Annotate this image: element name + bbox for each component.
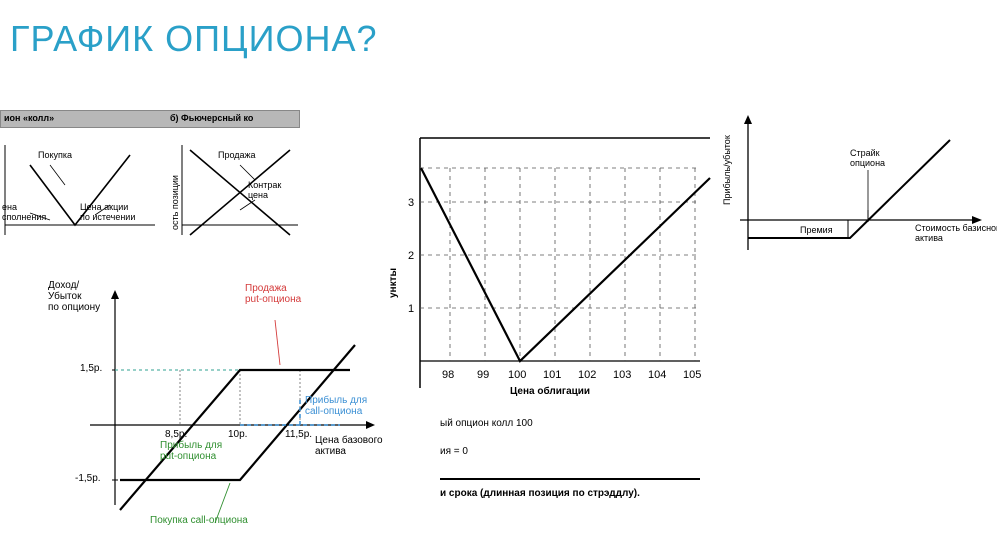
svg-text:99: 99 <box>477 369 489 381</box>
header-right: б) Фьючерсный ко <box>170 113 253 123</box>
panel-d: Прибыль/убыток Стоимость базисного актив… <box>720 110 995 270</box>
header-left: ион «колл» <box>4 113 54 123</box>
svg-text:3: 3 <box>408 197 414 209</box>
panel-c-ylabel: ункты <box>388 268 399 298</box>
svg-text:1: 1 <box>408 303 414 315</box>
page-title: ГРАФИК ОПЦИОНА? <box>10 18 378 60</box>
label-strike1: ена сполнения <box>2 202 46 222</box>
svg-text:104: 104 <box>648 369 666 381</box>
svg-text:98: 98 <box>442 369 454 381</box>
xtick-1: 8,5р. <box>165 429 187 440</box>
xtick-3: 11,5р. <box>285 429 312 440</box>
svg-text:2: 2 <box>408 250 414 262</box>
strike-label: Страйк опциона <box>850 148 885 168</box>
panel-d-ylabel: Прибыль/убыток <box>722 135 732 205</box>
sell-put-label: Продажа put-опциона <box>245 283 301 305</box>
straddle-chart: 1 2 3 98 99 100 101 102 103 104 105 <box>380 128 710 418</box>
panel-b: Доход/ Убыток по опциону 1,5р. -1,5р. 8,… <box>20 275 390 535</box>
label-buy: Покупка <box>38 150 72 160</box>
label-sell: Продажа <box>218 150 256 160</box>
svg-text:105: 105 <box>683 369 701 381</box>
buy-call-label: Покупка call-опциона <box>150 515 248 526</box>
frag2: ия = 0 <box>440 446 468 457</box>
ytick-pos: 1,5р. <box>80 363 102 374</box>
xtick-2: 10р. <box>228 429 247 440</box>
frag3: и срока (длинная позиция по стрэддлу). <box>440 488 640 499</box>
put-profit-label: Прибыль для put-опциона <box>160 440 222 462</box>
panel-c: 1 2 3 98 99 100 101 102 103 104 105 ункт… <box>380 128 710 538</box>
ylabel-right: ость позиции <box>170 175 180 230</box>
svg-text:100: 100 <box>508 369 526 381</box>
label-contract: Контрак цена <box>248 180 281 200</box>
panel-d-xlabel: Стоимость базисного актива <box>915 223 997 243</box>
divider <box>440 478 700 480</box>
svg-text:102: 102 <box>578 369 596 381</box>
y-axis-label: Доход/ Убыток по опциону <box>48 280 100 313</box>
ytick-neg: -1,5р. <box>75 473 101 484</box>
svg-text:101: 101 <box>543 369 561 381</box>
panel-c-xlabel: Цена облигации <box>510 386 590 397</box>
premium-label: Премия <box>800 225 833 235</box>
frag1: ый опцион колл 100 <box>440 418 533 429</box>
call-payoff-simple <box>720 110 995 270</box>
x-axis-label: Цена базового актива <box>315 435 383 457</box>
call-profit-label: Прибыль для call-опциона <box>305 395 367 417</box>
mini-chart-call <box>0 135 160 250</box>
svg-text:103: 103 <box>613 369 631 381</box>
panel-a: ион «колл» б) Фьючерсный ко Покупка ена … <box>0 110 300 260</box>
label-strike2: Цена акции по истечении <box>80 202 135 222</box>
